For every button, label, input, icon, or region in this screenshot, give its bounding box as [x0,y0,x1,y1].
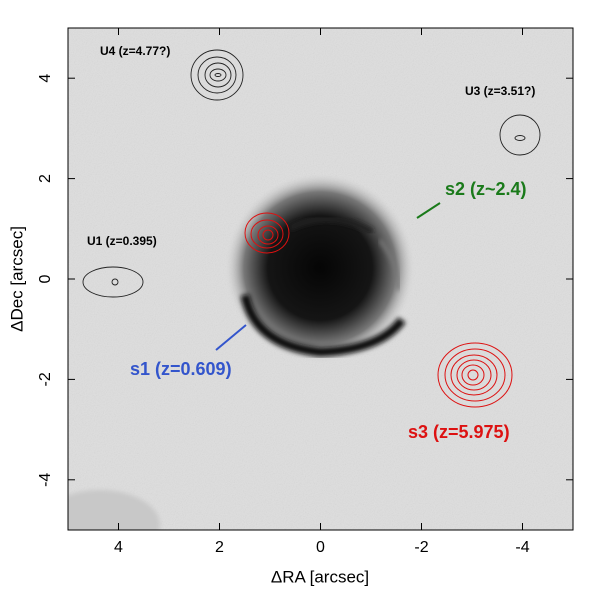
x-tick-label: 0 [316,539,325,556]
y-tick-label: -4 [37,473,54,487]
pointer [215,324,247,351]
annotation: U1 (z=0.395) [87,234,157,248]
x-tick-label: 4 [114,539,123,556]
x-axis-label: ΔRA [arcsec] [271,567,369,586]
y-tick-label: 4 [37,74,54,83]
red-contours [244,212,513,408]
annotation: s2 (z~2.4) [445,179,527,199]
y-tick-label: 0 [37,274,54,283]
annotation: s1 (z=0.609) [130,359,232,379]
sky-image [68,28,573,530]
x-tick-label: 2 [215,539,224,556]
y-axis-label: ΔDec [arcsec] [7,226,26,332]
contours [82,49,541,298]
annotation: U4 (z=4.77?) [100,44,170,58]
x-tick-label: -4 [515,539,529,556]
x-tick-label: -2 [414,539,428,556]
annotation: U3 (z=3.51?) [465,84,535,98]
pointer [416,202,441,219]
y-tick-label: 2 [37,174,54,183]
y-tick-label: -2 [37,372,54,386]
annotation: s3 (z=5.975) [408,422,510,442]
